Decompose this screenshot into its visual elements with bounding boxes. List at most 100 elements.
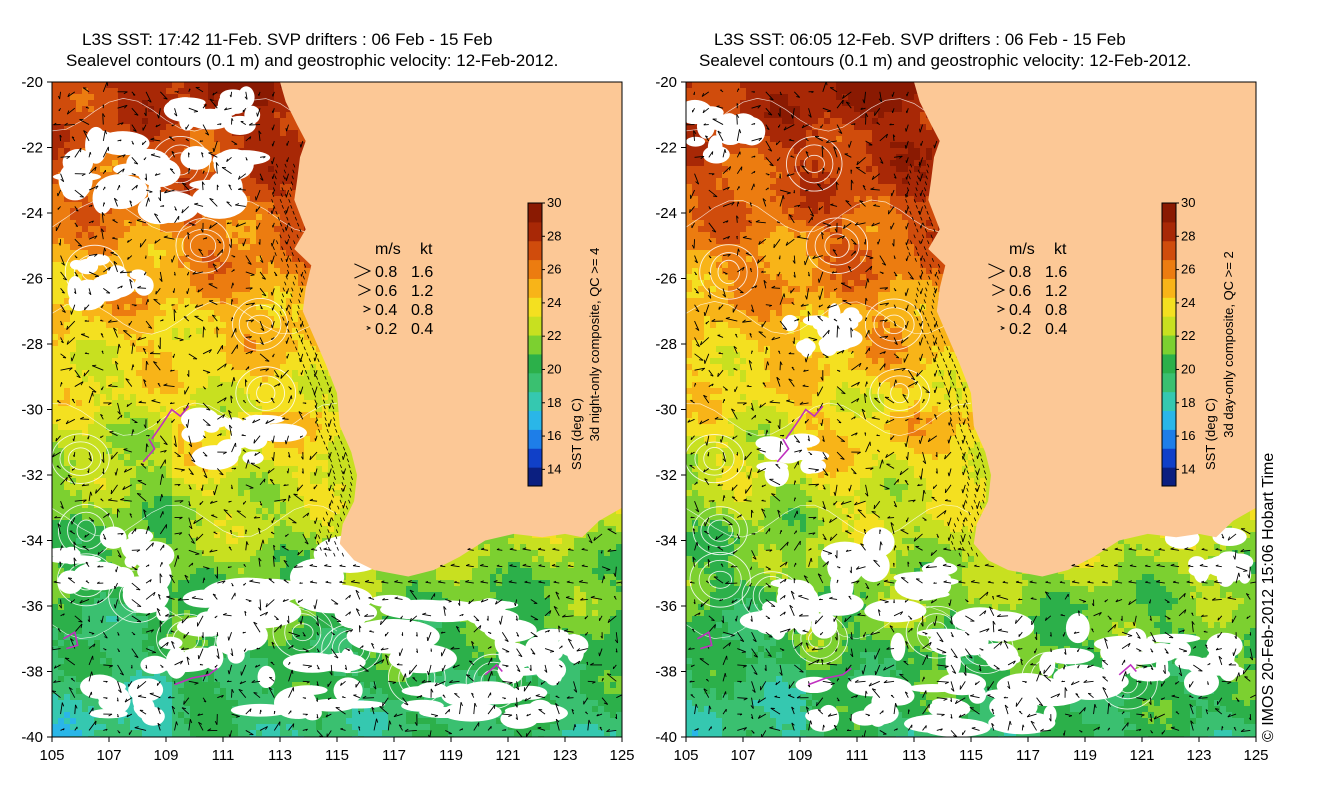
legend-arrow-icon	[1000, 326, 1006, 330]
legend-arrow-icon	[997, 305, 1006, 313]
colorbar-swatch	[528, 391, 542, 412]
colorbar-swatch	[528, 410, 542, 430]
lon-tick-label: 119	[1073, 747, 1097, 764]
colorbar-swatch	[1162, 410, 1176, 430]
legend-arrow-icon	[354, 263, 372, 279]
cloud-mask	[686, 99, 1254, 737]
legend-arrow-icon	[358, 284, 372, 296]
lon-tick-label: 123	[1186, 747, 1211, 764]
legend-arrow-icon	[363, 305, 372, 313]
lat-tick-label: -36	[655, 598, 677, 615]
map-axes: 105 107 109 111 113 115 117 119 121 123 125 -20 -22 -…	[21, 74, 634, 764]
sealevel-contours	[52, 98, 522, 709]
colorbar-tick-label: 18	[547, 395, 561, 410]
colorbar-tick-label: 16	[547, 428, 561, 443]
legend-speed-ms: 0.2	[1009, 321, 1031, 338]
colorbar-tick-label: 14	[547, 461, 561, 476]
lat-tick-label: -20	[21, 74, 43, 91]
lon-tick-label: 109	[787, 747, 812, 764]
panel-1-title-line1: L3S SST: 17:42 11-Feb. SVP drifters : 06…	[82, 30, 492, 50]
colorbar-swatch	[528, 372, 542, 393]
colorbar-swatch	[1162, 391, 1176, 412]
colorbar-swatch	[528, 316, 542, 336]
colorbar-swatch	[1162, 203, 1176, 223]
legend-header-kt: kt	[420, 241, 433, 258]
geostrophic-velocity-arrows	[52, 82, 622, 737]
lon-tick-label: 107	[730, 747, 755, 764]
lon-tick-label: 111	[846, 747, 869, 764]
colorbar-tick-label: 20	[547, 361, 561, 376]
colorbar-swatch	[1162, 467, 1176, 487]
lat-tick-label: -20	[655, 74, 677, 91]
colorbar-swatch	[528, 335, 542, 355]
map-axes: 105 107 109 111 113 115 117 119 121 123 125 -20 -22 -…	[655, 74, 1268, 764]
colorbar-swatch	[1162, 278, 1176, 298]
lon-tick-label: 111	[212, 747, 235, 764]
lat-tick-label: -34	[655, 533, 677, 550]
lon-tick-label: 109	[153, 747, 178, 764]
colorbar-tick-label: 20	[1181, 361, 1195, 376]
legend-speed-ms: 0.2	[375, 321, 397, 338]
imos-credit: © IMOS 20-Feb-2012 15:06 Hobart Time	[1260, 453, 1277, 742]
lat-tick-label: -28	[655, 336, 677, 353]
legend-speed-ms: 0.6	[1009, 283, 1031, 300]
svp-drifter-tracks	[696, 405, 1137, 686]
lat-tick-label: -24	[655, 205, 677, 222]
legend-speed-ms: 0.8	[375, 264, 397, 281]
panel-2-title-line1: L3S SST: 06:05 12-Feb. SVP drifters : 06…	[714, 30, 1126, 50]
lon-tick-label: 115	[959, 747, 983, 764]
colorbar-swatch	[1162, 297, 1176, 317]
colorbar-tick-label: 18	[1181, 395, 1195, 410]
legend-speed-kt: 0.4	[411, 321, 433, 338]
colorbar-tick-label: 30	[547, 195, 561, 210]
colorbar-swatch	[528, 278, 542, 298]
lon-tick-label: 117	[1016, 747, 1040, 764]
colorbar-swatch	[528, 203, 542, 223]
colorbar-sublabel: 3d night-only composite, QC >= 4	[587, 248, 602, 442]
lon-tick-label: 119	[439, 747, 463, 764]
lon-tick-label: 121	[1129, 747, 1154, 764]
legend-speed-ms: 0.4	[1009, 302, 1031, 319]
colorbar-swatch	[528, 221, 542, 242]
lon-tick-label: 113	[902, 747, 926, 764]
legend-speed-kt: 0.8	[411, 302, 433, 319]
colorbar-sublabel: 3d day-only composite, QC >= 2	[1221, 251, 1236, 437]
geostrophic-velocity-arrows	[686, 82, 1256, 737]
lat-tick-label: -34	[21, 533, 43, 550]
map-panel-night: 105 107 109 111 113 115 117 119 121 123 125 -20 -22 -…	[21, 74, 634, 764]
legend-speed-kt: 1.2	[411, 283, 433, 300]
svp-drifter-tracks	[62, 405, 503, 686]
colorbar-tick-label: 22	[1181, 328, 1195, 343]
colorbar-swatch	[1162, 448, 1176, 468]
colorbar-tick-label: 26	[1181, 262, 1195, 277]
colorbar-swatch	[528, 259, 542, 279]
velocity-legend: m/s kt 0.8 1.6 0.6 1.2 0.4 0.8 0.2 0.4	[988, 241, 1067, 338]
colorbar-swatch	[1162, 372, 1176, 393]
legend-header-kt: kt	[1054, 241, 1067, 258]
sst-colorbar: 30 28 26 24 22 20 18 16 14 SST (deg C) 3d night-on…	[527, 195, 602, 487]
lon-tick-label: 125	[1243, 747, 1268, 764]
colorbar-swatch	[1162, 429, 1176, 449]
legend-header-ms: m/s	[1009, 241, 1035, 258]
map-panel-day: 105 107 109 111 113 115 117 119 121 123 125 -20 -22 -…	[655, 74, 1268, 764]
legend-speed-kt: 0.8	[1045, 302, 1067, 319]
legend-speed-kt: 0.4	[1045, 321, 1067, 338]
lat-tick-label: -40	[655, 729, 677, 746]
lon-tick-label: 123	[552, 747, 577, 764]
colorbar-label: SST (deg C)	[569, 398, 584, 470]
lat-tick-label: -22	[655, 140, 677, 157]
velocity-legend: m/s kt 0.8 1.6 0.6 1.2 0.4 0.8 0.2 0.4	[354, 241, 433, 338]
colorbar-swatch	[528, 467, 542, 487]
sst-colorbar: 30 28 26 24 22 20 18 16 14 SST (deg C) 3d day-only…	[1161, 195, 1236, 487]
lon-tick-label: 115	[325, 747, 349, 764]
colorbar-tick-label: 16	[1181, 428, 1195, 443]
lat-tick-label: -40	[21, 729, 43, 746]
legend-header-ms: m/s	[375, 241, 401, 258]
colorbar-tick-label: 28	[1181, 228, 1195, 243]
colorbar-swatch	[1162, 335, 1176, 355]
colorbar-swatch	[528, 353, 542, 374]
legend-speed-ms: 0.4	[375, 302, 397, 319]
lon-tick-label: 105	[39, 747, 64, 764]
legend-speed-ms: 0.8	[1009, 264, 1031, 281]
